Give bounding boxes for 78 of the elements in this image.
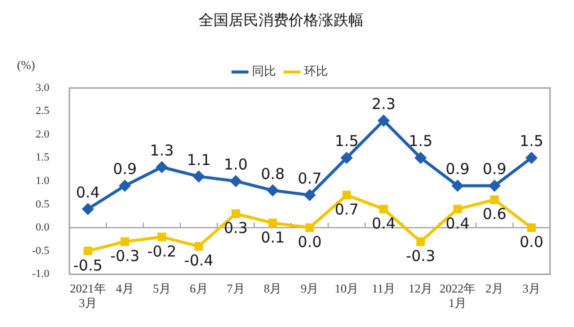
x-tick-label: 12月 [408,282,433,296]
data-label: 0.9 [482,160,506,178]
legend-label: 环比 [304,64,328,78]
x-tick-label: 8月 [264,282,282,296]
point [415,152,426,164]
data-label: 0.9 [112,160,137,178]
point [267,184,278,196]
y-tick-label: 1.5 [36,152,50,164]
point [194,242,204,251]
data-label: 0.6 [482,205,506,224]
y-tick-label: 0.5 [36,198,50,210]
point [120,237,130,246]
point [268,218,278,228]
point [342,190,352,200]
point [378,115,390,126]
point [119,180,130,192]
point [156,162,168,173]
point [490,195,499,204]
x-tick-label: 11月 [372,282,396,296]
point [82,204,94,215]
point [304,190,316,201]
data-label: 0.4 [372,214,396,232]
point [489,180,500,192]
y-axis-title: (%) [17,58,35,72]
data-label: 0.4 [446,214,470,232]
x-tick-label: 4月 [116,282,134,296]
data-label: 0.7 [334,200,359,218]
x-tick-label: 2022年 1月 [440,282,476,310]
point [452,180,464,192]
point [527,223,536,232]
data-label: 0.9 [446,160,470,178]
y-tick-label: -1.0 [32,268,50,280]
chart-title: 全国居民消费价格涨跌幅 [198,10,364,29]
point [526,152,538,164]
x-tick-label: 3月 [522,282,541,296]
data-label: 0.8 [260,164,285,183]
point [193,170,204,182]
y-tick-label: 0.0 [36,222,50,234]
data-label: 1.0 [224,155,248,174]
y-tick-label: 1.0 [36,174,50,187]
x-tick-label: 2021年 3月 [70,282,106,310]
data-label: -0.5 [73,256,103,274]
point [341,152,352,164]
point [158,232,166,242]
point [230,176,242,187]
data-label: 1.1 [186,150,211,169]
data-label: 1.5 [520,132,544,150]
x-tick-label: 2月 [486,282,504,296]
data-label: 0.4 [76,183,100,202]
x-tick-label: 10月 [334,282,359,296]
data-label: 0.3 [224,219,248,238]
data-label: 0.0 [520,233,544,252]
y-tick-label: 2.0 [36,128,50,140]
point [416,237,425,246]
data-label: -0.4 [184,252,214,270]
data-label: -0.2 [147,242,176,260]
point [84,246,92,256]
x-tick-label: 9月 [300,282,319,296]
y-tick-label: 3.0 [36,82,50,94]
data-label: 0.1 [260,228,285,246]
data-label: 1.5 [334,132,359,150]
point [231,209,240,218]
data-label: -0.3 [110,247,140,266]
x-tick-label: 6月 [190,282,208,296]
data-label: 1.3 [150,142,174,160]
point [453,204,462,214]
x-tick-label: 5月 [152,282,171,296]
data-label: 2.3 [372,94,396,113]
point [379,204,388,214]
data-label: 0.7 [298,169,322,188]
x-tick-label: 7月 [226,282,245,296]
point [305,223,314,232]
y-tick-label: -0.5 [32,244,50,257]
data-label: 0.0 [298,233,322,252]
y-tick-label: 2.5 [36,105,50,118]
data-label: 1.5 [408,132,433,150]
data-label: -0.3 [406,247,436,266]
legend-label: 同比 [252,64,276,78]
